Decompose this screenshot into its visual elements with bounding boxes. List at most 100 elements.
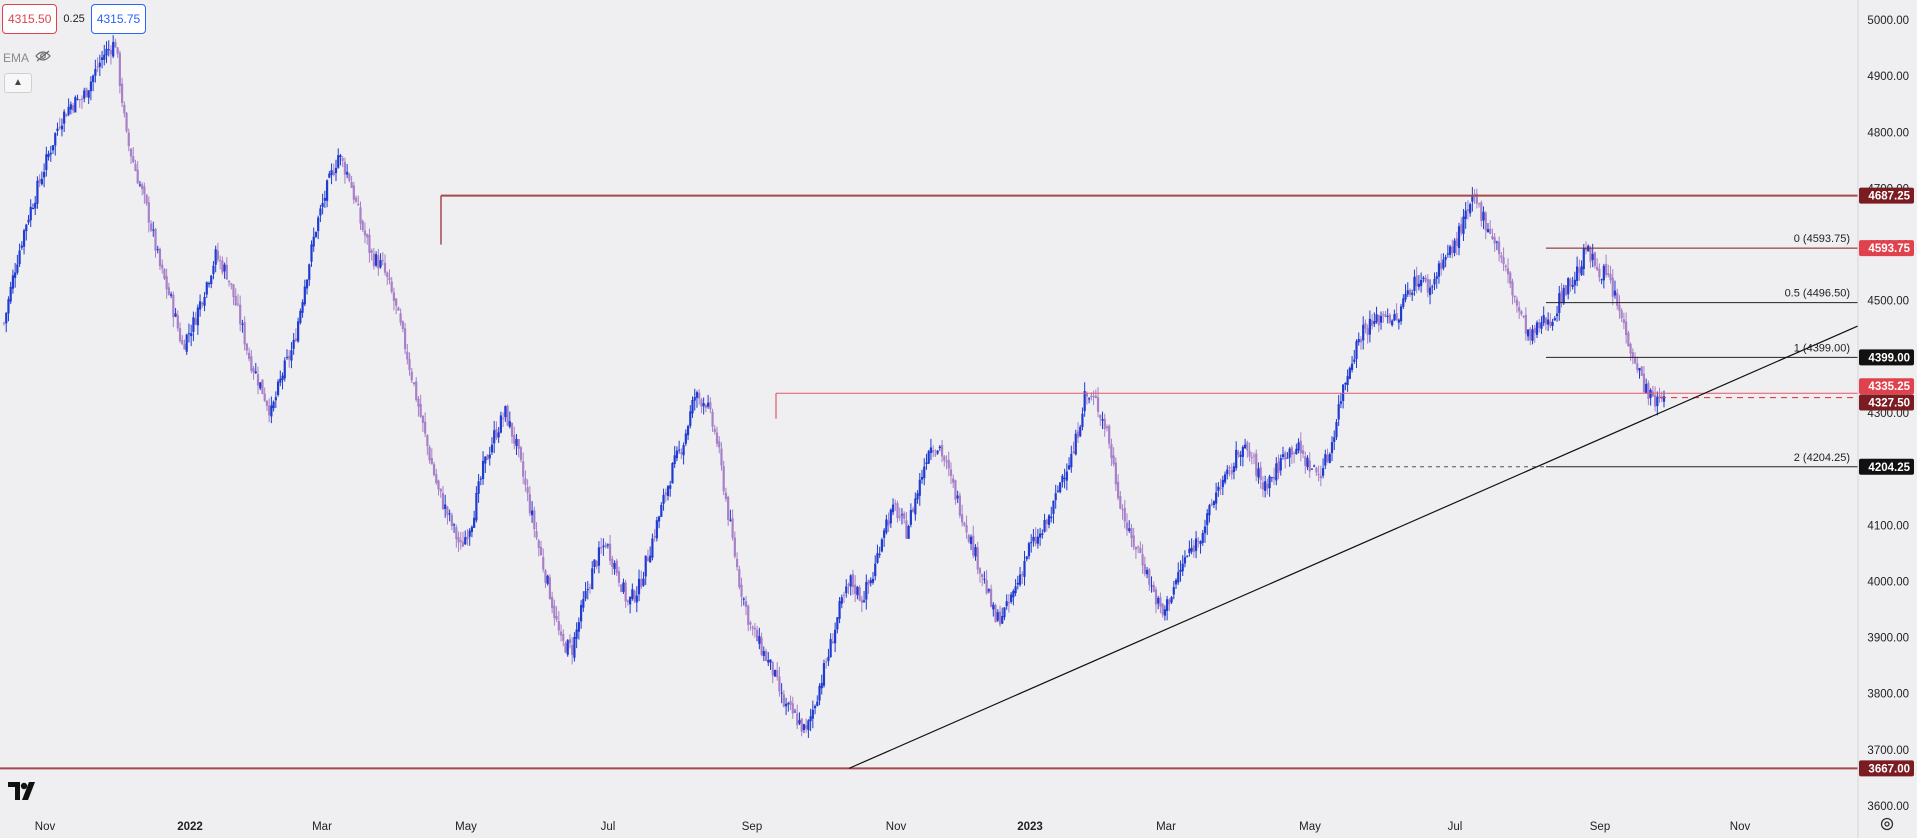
candle-body xyxy=(87,90,90,98)
candle-body xyxy=(100,57,104,60)
candle-body xyxy=(869,580,872,584)
candle-body xyxy=(1348,367,1351,379)
candle-body xyxy=(822,663,826,686)
candle-body xyxy=(261,379,264,395)
candle-body xyxy=(1562,287,1565,304)
candle-body xyxy=(1451,246,1454,253)
candle-body xyxy=(223,264,226,272)
candle-body xyxy=(1016,582,1019,585)
candle-body xyxy=(1050,516,1053,519)
candle-body xyxy=(932,450,935,453)
candle-body xyxy=(134,163,137,171)
candle-body xyxy=(1442,259,1445,269)
candle-body xyxy=(842,594,846,596)
candle-body xyxy=(1134,546,1138,550)
x-tick-label: Sep xyxy=(742,821,762,833)
settings-icon[interactable] xyxy=(1880,817,1894,836)
candle-body xyxy=(1504,265,1507,267)
candle-body xyxy=(747,605,750,625)
candle-body xyxy=(894,503,897,505)
y-tick-label: 3700.00 xyxy=(1867,745,1909,757)
candle-body xyxy=(432,464,436,476)
candle-body xyxy=(1611,277,1614,297)
eye-slash-icon[interactable] xyxy=(35,50,51,65)
candle-body xyxy=(613,563,616,570)
candle-body xyxy=(381,260,384,262)
candle-body xyxy=(606,544,609,546)
price-badge-bg xyxy=(1859,394,1914,411)
candle-body xyxy=(406,351,409,360)
candle-body xyxy=(1199,541,1202,545)
candle-body xyxy=(1281,454,1285,457)
x-tick-label: May xyxy=(1299,821,1321,833)
candle-body xyxy=(1564,285,1568,295)
candle-body xyxy=(285,356,289,358)
candle-body xyxy=(470,526,474,533)
candle-body xyxy=(43,172,46,178)
candle-body xyxy=(22,230,26,247)
candle-body xyxy=(207,283,211,285)
candle-body xyxy=(1128,528,1131,531)
y-axis: 5000.004900.004800.004700.004600.004500.… xyxy=(1857,0,1909,838)
candle-body xyxy=(927,451,930,464)
candle-body xyxy=(1555,313,1559,316)
candle-body xyxy=(1105,426,1109,429)
candle-body xyxy=(1141,553,1144,566)
candle-body xyxy=(294,338,297,341)
candle-body xyxy=(1099,414,1102,419)
candle-body xyxy=(1613,290,1617,296)
sell-price-button[interactable]: 4315.50 xyxy=(2,4,58,34)
candle-body xyxy=(597,547,601,566)
candle-body xyxy=(379,260,382,268)
indicator-legend[interactable]: EMA xyxy=(3,50,51,65)
candle-body xyxy=(1027,543,1031,557)
candle-body xyxy=(499,415,502,433)
candle-body xyxy=(350,181,353,188)
candle-body xyxy=(693,397,696,401)
candle-body xyxy=(905,520,908,539)
candle-body xyxy=(1161,603,1164,615)
candle-body xyxy=(343,161,347,175)
candle-body xyxy=(40,178,43,185)
tradingview-logo-icon[interactable] xyxy=(8,782,38,805)
candle-body xyxy=(421,415,424,423)
candle-body xyxy=(1186,555,1189,557)
candle-body xyxy=(519,447,523,461)
candle-body xyxy=(1609,274,1612,281)
candle-body xyxy=(1538,322,1541,329)
candle-body xyxy=(210,275,213,285)
candle-body xyxy=(305,279,309,289)
candle-body xyxy=(740,584,743,597)
candle-body xyxy=(1197,540,1200,542)
candle-body xyxy=(446,506,449,516)
candle-body xyxy=(947,459,950,469)
candle-body xyxy=(533,510,536,530)
collapse-legend-button[interactable]: ▲ xyxy=(4,73,32,93)
fib-labels-layer: 0 (4593.75) 0.5 (4496.50) 1 (4399.00) 2 (42… xyxy=(1785,233,1850,464)
candle-body xyxy=(190,333,193,337)
candle-body xyxy=(1386,315,1389,317)
candle-body xyxy=(1310,468,1314,470)
candle-body xyxy=(1228,466,1231,469)
candle-body xyxy=(989,588,993,607)
candle-body xyxy=(577,622,580,632)
candle-body xyxy=(1076,431,1080,438)
candle-body xyxy=(575,629,578,639)
candle-body xyxy=(1108,425,1111,444)
candle-body xyxy=(1662,396,1666,402)
candle-body xyxy=(1045,519,1048,525)
candle-body xyxy=(1620,310,1623,318)
candle-body xyxy=(809,716,812,722)
candle-body xyxy=(762,650,765,657)
candle-body xyxy=(1217,486,1220,491)
y-tick-label: 3600.00 xyxy=(1867,801,1909,813)
candle-body xyxy=(232,284,235,298)
candle-body xyxy=(236,303,240,305)
candle-body xyxy=(14,272,17,278)
candle-body xyxy=(354,197,358,202)
candle-body xyxy=(437,480,440,490)
candle-body xyxy=(1379,315,1383,323)
candle-body xyxy=(9,286,12,302)
buy-price-button[interactable]: 4315.75 xyxy=(90,4,147,34)
